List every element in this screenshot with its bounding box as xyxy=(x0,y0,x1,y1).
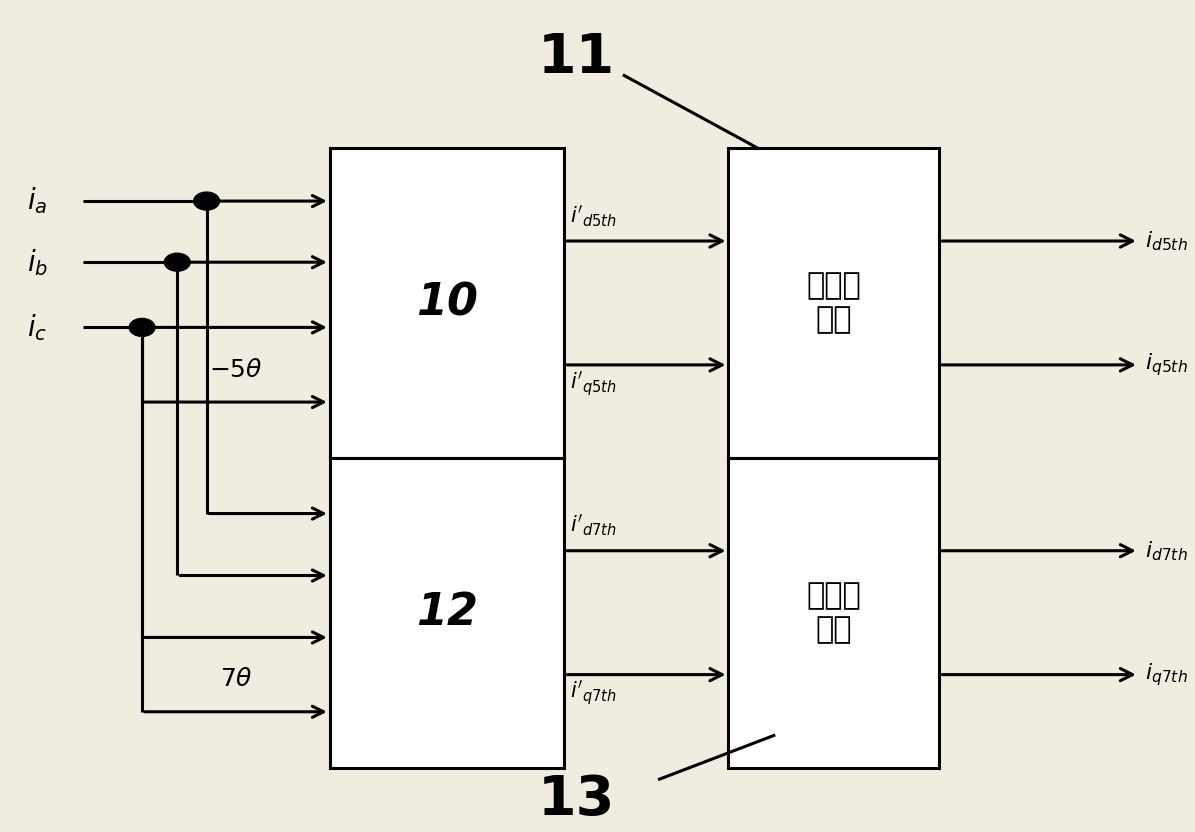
Text: 10: 10 xyxy=(416,281,478,324)
Text: $-5\theta$: $-5\theta$ xyxy=(209,358,263,382)
Circle shape xyxy=(129,319,155,336)
Bar xyxy=(729,458,939,768)
Text: $i'_{d7th}$: $i'_{d7th}$ xyxy=(570,513,617,538)
Text: 12: 12 xyxy=(416,592,478,634)
Circle shape xyxy=(194,192,220,210)
Text: 13: 13 xyxy=(538,773,614,827)
Text: $i_a$: $i_a$ xyxy=(27,186,48,216)
Text: 11: 11 xyxy=(538,32,614,86)
Text: $i'_{q7th}$: $i'_{q7th}$ xyxy=(570,679,617,707)
Bar xyxy=(330,148,564,458)
Bar xyxy=(729,148,939,458)
Text: $i_{q5th}$: $i_{q5th}$ xyxy=(1145,351,1188,379)
Bar xyxy=(330,458,564,768)
Text: $i'_{q5th}$: $i'_{q5th}$ xyxy=(570,369,617,398)
Text: $i'_{d5th}$: $i'_{d5th}$ xyxy=(570,203,617,229)
Text: $i_{q7th}$: $i_{q7th}$ xyxy=(1145,661,1188,688)
Text: $i_{d7th}$: $i_{d7th}$ xyxy=(1145,539,1188,562)
Text: 低通滤
波器: 低通滤 波器 xyxy=(807,582,862,644)
Text: $i_{d5th}$: $i_{d5th}$ xyxy=(1145,229,1188,253)
Text: 低通滤
波器: 低通滤 波器 xyxy=(807,272,862,334)
Text: $i_b$: $i_b$ xyxy=(27,247,48,278)
Circle shape xyxy=(165,253,190,271)
Text: $7\theta$: $7\theta$ xyxy=(220,667,252,691)
Text: $i_c$: $i_c$ xyxy=(27,312,48,343)
